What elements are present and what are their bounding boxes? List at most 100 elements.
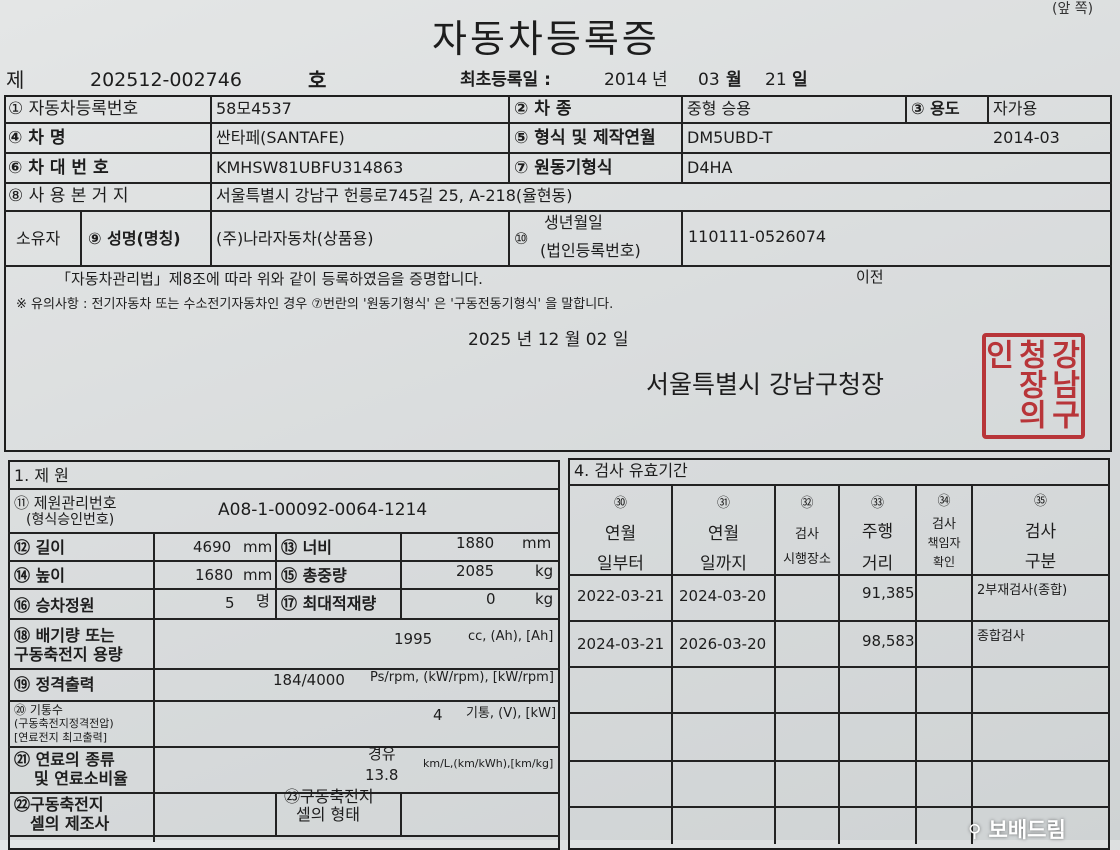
max-load-label: ⑰ 최대적재량	[281, 594, 377, 613]
cell-form-label-1: ㉓구동축전지	[284, 787, 374, 806]
watermark: ⚲ 보배드림	[968, 818, 1066, 842]
height: 1680	[195, 566, 234, 584]
reg-no-label: ① 자동차등록번호	[8, 99, 139, 119]
year-unit: 년	[652, 70, 668, 90]
statement: 「자동차관리법」제8조에 따라 위와 같이 등록하였음을 증명합니다.	[56, 270, 483, 288]
width-label: ⑬ 너비	[281, 538, 333, 557]
day-unit: 일	[792, 70, 808, 90]
first-registration-year: 2014	[604, 70, 648, 90]
transfer-note: 이전	[856, 268, 884, 286]
vin: KMHSW81UBFU314863	[216, 158, 404, 177]
month-unit: 월	[726, 70, 742, 90]
seats-unit: 명	[256, 592, 270, 610]
issue-date: 2025 년 12 월 02 일	[468, 330, 629, 350]
owner-name: (주)나라자동차(상품용)	[216, 229, 374, 248]
gross-weight-unit: kg	[535, 562, 554, 580]
max-load-unit: kg	[535, 590, 554, 608]
column-header-from: ㉚ 연월 일부터	[597, 496, 644, 574]
official-seal: 강남구청장의인	[982, 333, 1085, 439]
suffix: 호	[308, 68, 327, 92]
fuel-label-2: 및 연료소비율	[34, 769, 128, 788]
page-side-label: (앞 쪽)	[1052, 1, 1094, 17]
length: 4690	[193, 538, 232, 556]
address-label: ⑧ 사 용 본 거 지	[8, 186, 129, 206]
seats-label: ⑯ 승차정원	[14, 596, 95, 615]
column-header-place: ㉜ 검사 시행장소	[783, 496, 831, 567]
car-search-icon: ⚲	[968, 821, 982, 842]
power-unit: Ps/rpm, (kW/rpm), [kW/rpm]	[370, 670, 554, 685]
first-registration-month: 03	[698, 70, 720, 90]
id-number: 110111-0526074	[688, 227, 827, 246]
manufacture-date: 2014-03	[993, 128, 1060, 147]
width: 1880	[456, 534, 495, 552]
valid-to: 2026-03-20	[679, 635, 767, 653]
width-unit: mm	[522, 534, 552, 552]
cell-form-label-2: 셀의 형태	[296, 805, 360, 824]
vehicle-name: 싼타페(SANTAFE)	[216, 128, 345, 147]
prefix: 제	[6, 68, 25, 92]
length-label: ⑫ 길이	[14, 538, 66, 557]
cell-maker-label-2: 셀의 제조사	[30, 814, 110, 833]
gross-weight-label: ⑮ 총중량	[281, 566, 347, 585]
max-load: 0	[486, 590, 496, 608]
displacement-unit: cc, (Ah), [Ah]	[468, 629, 554, 644]
length-unit: mm	[243, 538, 273, 556]
issuer: 서울특별시 강남구청장	[646, 370, 884, 399]
displacement-label-2: 구동축전지 용량	[14, 645, 123, 664]
cell-maker-label-1: ㉒구동축전지	[14, 795, 104, 814]
column-header-mileage: ㉝ 주행 거리	[861, 496, 894, 574]
power: 184/4000	[273, 671, 345, 689]
first-registration-label: 최초등록일 :	[460, 70, 551, 90]
height-label: ⑭ 높이	[14, 566, 66, 585]
vehicle-use: 자가용	[993, 99, 1038, 118]
valid-from: 2024-03-21	[577, 635, 665, 653]
owner-label: 소유자	[16, 229, 61, 248]
mgmt-label-1: ⑪ 제원관리번호	[14, 494, 117, 512]
displacement-label-1: ⑱ 배기량 또는	[14, 626, 115, 645]
fuel-type: 경유	[368, 745, 396, 763]
id-label-2: (법인등록번호)	[540, 241, 641, 260]
displacement: 1995	[394, 630, 433, 648]
seats: 5	[225, 594, 235, 612]
address: 서울특별시 강남구 헌릉로745길 25, A-218(율현동)	[216, 186, 573, 205]
id-label-1: 생년월일	[544, 213, 603, 232]
mgmt-number: A08-1-00092-0064-1214	[218, 500, 428, 520]
mgmt-label-2: (형식승인번호)	[26, 512, 115, 528]
registration-box	[4, 95, 1112, 452]
certificate-number: 202512-002746	[90, 69, 242, 91]
model-label: ⑤ 형식 및 제작연월	[514, 128, 656, 148]
inspection-kind: 종합검사	[977, 629, 1025, 644]
document-title: 자동차등록증	[432, 17, 660, 61]
engine-type: D4HA	[687, 158, 733, 177]
cylinders-label-2: (구동축전지정격전압)	[14, 717, 114, 730]
column-header-officer: ㉞ 검사 책임자 확인	[927, 494, 961, 569]
power-label: ⑲ 정격출력	[14, 675, 95, 694]
engine-label: ⑦ 원동기형식	[514, 158, 613, 178]
model: DM5UBD-T	[687, 128, 773, 147]
fuel-efficiency: 13.8	[365, 766, 399, 784]
mileage: 91,385	[862, 584, 915, 602]
valid-to: 2024-03-20	[679, 587, 767, 605]
fuel-label-1: ㉑ 연료의 종류	[14, 750, 115, 769]
first-registration-day: 21	[765, 70, 787, 90]
inspection-kind: 2부재검사(종합)	[977, 583, 1068, 598]
cylinders-label-1: ⑳ 기통수	[14, 703, 63, 717]
inspection-title: 4. 검사 유효기간	[574, 461, 688, 480]
specs-title: 1. 제 원	[14, 466, 69, 485]
cylinders: 4	[433, 706, 443, 724]
cylinders-label-3: [연료전지 최고출력]	[14, 731, 108, 744]
fuel-efficiency-unit: km/L,(km/kWh),[km/kg]	[423, 757, 554, 770]
valid-from: 2022-03-21	[577, 587, 665, 605]
use-label: ③ 용도	[911, 99, 960, 118]
vehicle-type: 중형 승용	[687, 99, 751, 118]
name-label: ④ 차 명	[8, 128, 66, 148]
reg-no: 58모4537	[216, 99, 292, 118]
owner-name-label: ⑨ 성명(명칭)	[88, 229, 181, 248]
cylinders-unit: 기통, (V), [kW]	[466, 706, 557, 721]
type-label: ② 차 종	[514, 99, 572, 119]
vin-label: ⑥ 차 대 번 호	[8, 158, 109, 178]
column-header-kind: ㉟ 검사 구분	[1024, 494, 1057, 572]
height-unit: mm	[243, 566, 273, 584]
mileage: 98,583	[862, 632, 915, 650]
notice: ※ 유의사항 : 전기자동차 또는 수소전기자동차인 경우 ⑦번란의 '원동기형…	[16, 297, 614, 312]
